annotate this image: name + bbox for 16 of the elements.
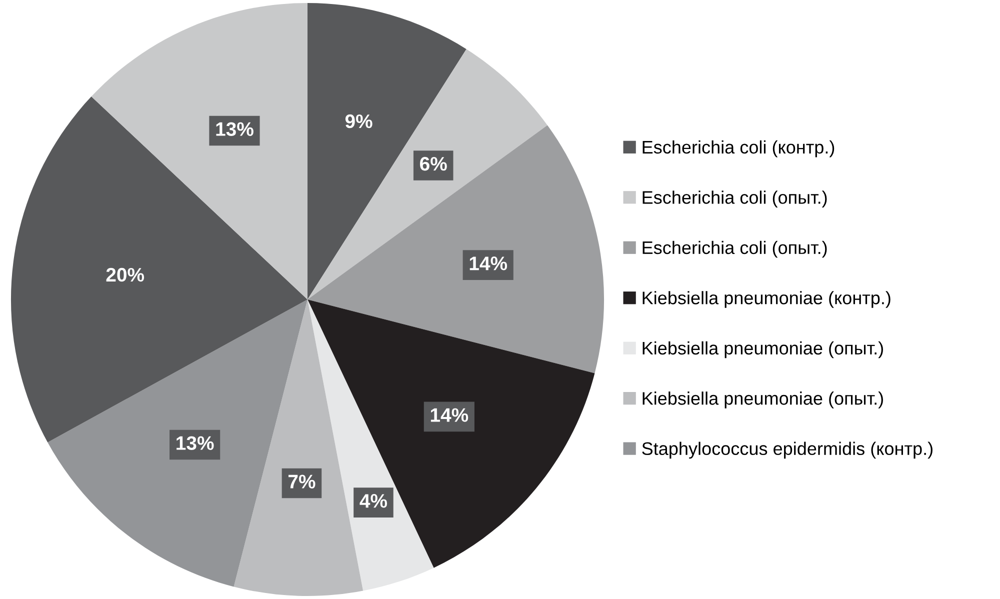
data-label: 9% <box>345 114 372 128</box>
data-label: 13% <box>176 436 214 450</box>
legend-label: Escherichia coli (контр.) <box>642 140 834 158</box>
data-label: 6% <box>420 156 447 171</box>
data-label: 14% <box>430 408 468 422</box>
legend-label: Kiebsiella pneumoniae (опыт.) <box>642 392 883 408</box>
data-label: 7% <box>288 474 316 488</box>
data-label: 20% <box>106 268 144 282</box>
legend-label: Kiebsiella pneumoniae (опыт.) <box>642 341 883 358</box>
data-label: 14% <box>470 256 508 270</box>
data-label: 4% <box>360 494 388 508</box>
legend-label: Staphylococcus epidermidis (контр.) <box>642 442 932 459</box>
legend-label: Kiebsiella pneumoniae (контр.) <box>642 291 890 308</box>
legend-label: Escherichia coli (опыт.) <box>642 190 827 208</box>
legend-label: Escherichia coli (опыт.) <box>642 240 827 258</box>
data-label: 13% <box>216 122 254 136</box>
